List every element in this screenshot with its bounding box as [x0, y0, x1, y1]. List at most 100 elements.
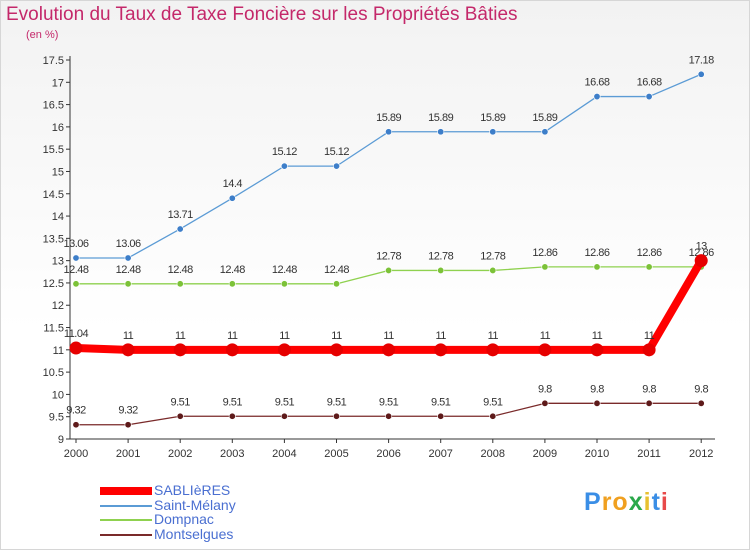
data-point — [69, 341, 83, 355]
y-tick-label: 16.5 — [43, 100, 64, 112]
data-point — [642, 343, 656, 357]
data-point — [593, 263, 601, 271]
legend-label: Dompnac — [154, 511, 214, 527]
y-tick-label: 14.5 — [43, 189, 64, 201]
legend-label: Saint-Mélany — [154, 496, 236, 513]
data-label: 9.51 — [275, 396, 295, 408]
y-tick-label: 14 — [52, 211, 64, 223]
data-label: 16.68 — [584, 77, 609, 89]
data-point — [541, 399, 549, 407]
data-point — [72, 280, 80, 288]
data-label: 15.12 — [272, 146, 297, 158]
data-label: 11 — [279, 330, 290, 342]
data-label: 13.71 — [168, 209, 193, 221]
y-tick-label: 15 — [52, 166, 64, 178]
data-point — [385, 128, 393, 136]
logo-letter: i — [643, 488, 652, 516]
legend-label: SABLIèRES — [154, 482, 231, 498]
data-point — [332, 412, 340, 420]
y-tick-label: 11.5 — [43, 323, 64, 335]
data-point — [280, 412, 288, 420]
data-point — [124, 280, 132, 288]
data-label: 12.86 — [584, 247, 609, 259]
data-point — [437, 266, 445, 274]
data-label: 9.32 — [118, 405, 138, 417]
data-point — [280, 162, 288, 170]
data-point — [590, 343, 604, 357]
data-label: 9.8 — [590, 383, 604, 395]
data-label: 15.89 — [428, 112, 453, 124]
logo-letter: t — [651, 488, 661, 516]
data-point — [541, 263, 549, 271]
data-label: 15.89 — [376, 112, 401, 124]
data-point — [697, 399, 705, 407]
data-point — [645, 399, 653, 407]
legend-swatch — [100, 519, 152, 522]
data-point — [277, 343, 291, 357]
data-label: 9.51 — [327, 396, 347, 408]
data-point — [228, 280, 236, 288]
data-label: 12.48 — [324, 264, 349, 276]
y-tick-label: 13 — [52, 256, 64, 268]
data-point — [645, 93, 653, 101]
y-tick-label: 10 — [52, 389, 64, 401]
data-label: 12.48 — [168, 264, 193, 276]
data-label: 11 — [488, 330, 499, 342]
x-tick-label: 2011 — [637, 448, 661, 460]
data-label: 11.04 — [64, 328, 89, 340]
data-label: 15.89 — [532, 112, 557, 124]
logo-letter: i — [660, 488, 669, 516]
data-point — [486, 343, 500, 357]
data-label: 12.78 — [428, 250, 453, 262]
data-point — [72, 421, 80, 429]
data-label: 12.86 — [532, 247, 557, 259]
data-label: 12.48 — [63, 264, 88, 276]
data-label: 15.12 — [324, 146, 349, 158]
data-point — [176, 412, 184, 420]
data-label: 9.8 — [538, 383, 552, 395]
y-tick-label: 9.5 — [49, 412, 64, 424]
legend-swatch — [100, 533, 152, 536]
x-tick-label: 2012 — [689, 448, 713, 460]
data-label: 11 — [540, 330, 551, 342]
data-label: 13.06 — [63, 238, 88, 250]
data-label: 12.78 — [480, 250, 505, 262]
data-point — [382, 343, 396, 357]
y-tick-label: 13.5 — [43, 233, 64, 245]
data-label: 14.4 — [223, 178, 243, 190]
data-label: 12.48 — [116, 264, 141, 276]
data-label: 12.78 — [376, 250, 401, 262]
data-label: 16.68 — [637, 77, 662, 89]
data-point — [541, 128, 549, 136]
data-label: 11 — [644, 330, 655, 342]
legend-swatch — [100, 504, 152, 507]
data-point — [385, 412, 393, 420]
data-label: 9.8 — [694, 383, 708, 395]
data-point — [228, 412, 236, 420]
data-point — [385, 266, 393, 274]
data-point — [645, 263, 653, 271]
logo-letter: o — [612, 488, 629, 516]
data-point — [697, 70, 705, 78]
y-tick-label: 17.5 — [43, 55, 64, 67]
logo-letter: P — [584, 488, 602, 516]
data-label: 9.51 — [223, 396, 243, 408]
data-point — [437, 412, 445, 420]
data-label: 11 — [435, 330, 446, 342]
data-point — [437, 128, 445, 136]
data-point — [489, 128, 497, 136]
y-tick-label: 16 — [52, 122, 64, 134]
data-label: 9.51 — [170, 396, 190, 408]
data-label: 13 — [696, 241, 708, 253]
series-line-0 — [75, 73, 702, 259]
legend-swatch — [100, 487, 152, 496]
data-label: 13.06 — [116, 238, 141, 250]
data-point — [694, 254, 708, 268]
logo-letter: r — [601, 488, 613, 516]
data-label: 9.8 — [642, 383, 656, 395]
data-label: 17.18 — [689, 54, 714, 66]
chart-subtitle: (en %) — [26, 29, 59, 41]
data-point — [330, 343, 343, 357]
data-point — [280, 280, 288, 288]
